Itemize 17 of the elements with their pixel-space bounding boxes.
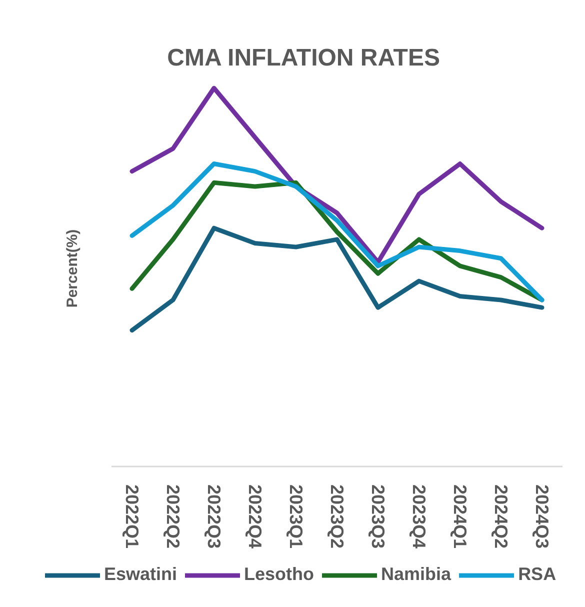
- legend-label: Lesotho: [244, 564, 314, 585]
- x-tick-label: 2023Q2: [327, 484, 347, 549]
- y-axis-title: Percent(%): [64, 229, 81, 308]
- x-tick-label: 2024Q1: [450, 484, 470, 549]
- legend-label: Namibia: [381, 564, 452, 585]
- x-tick-label: 2024Q3: [532, 484, 552, 549]
- x-tick-label: 2023Q3: [368, 484, 388, 549]
- chart-title: CMA INFLATION RATES: [167, 44, 440, 72]
- x-tick-label: 2022Q3: [204, 484, 224, 549]
- x-tick-label: 2023Q4: [409, 484, 429, 549]
- legend-label: Eswatini: [104, 564, 178, 585]
- x-tick-label: 2024Q2: [491, 484, 511, 549]
- x-tick-label: 2022Q2: [163, 484, 183, 549]
- x-tick-label: 2022Q4: [245, 484, 265, 549]
- x-tick-label: 2023Q1: [286, 484, 306, 549]
- legend-label: RSA: [518, 564, 556, 585]
- x-tick-label: 2022Q1: [122, 484, 142, 549]
